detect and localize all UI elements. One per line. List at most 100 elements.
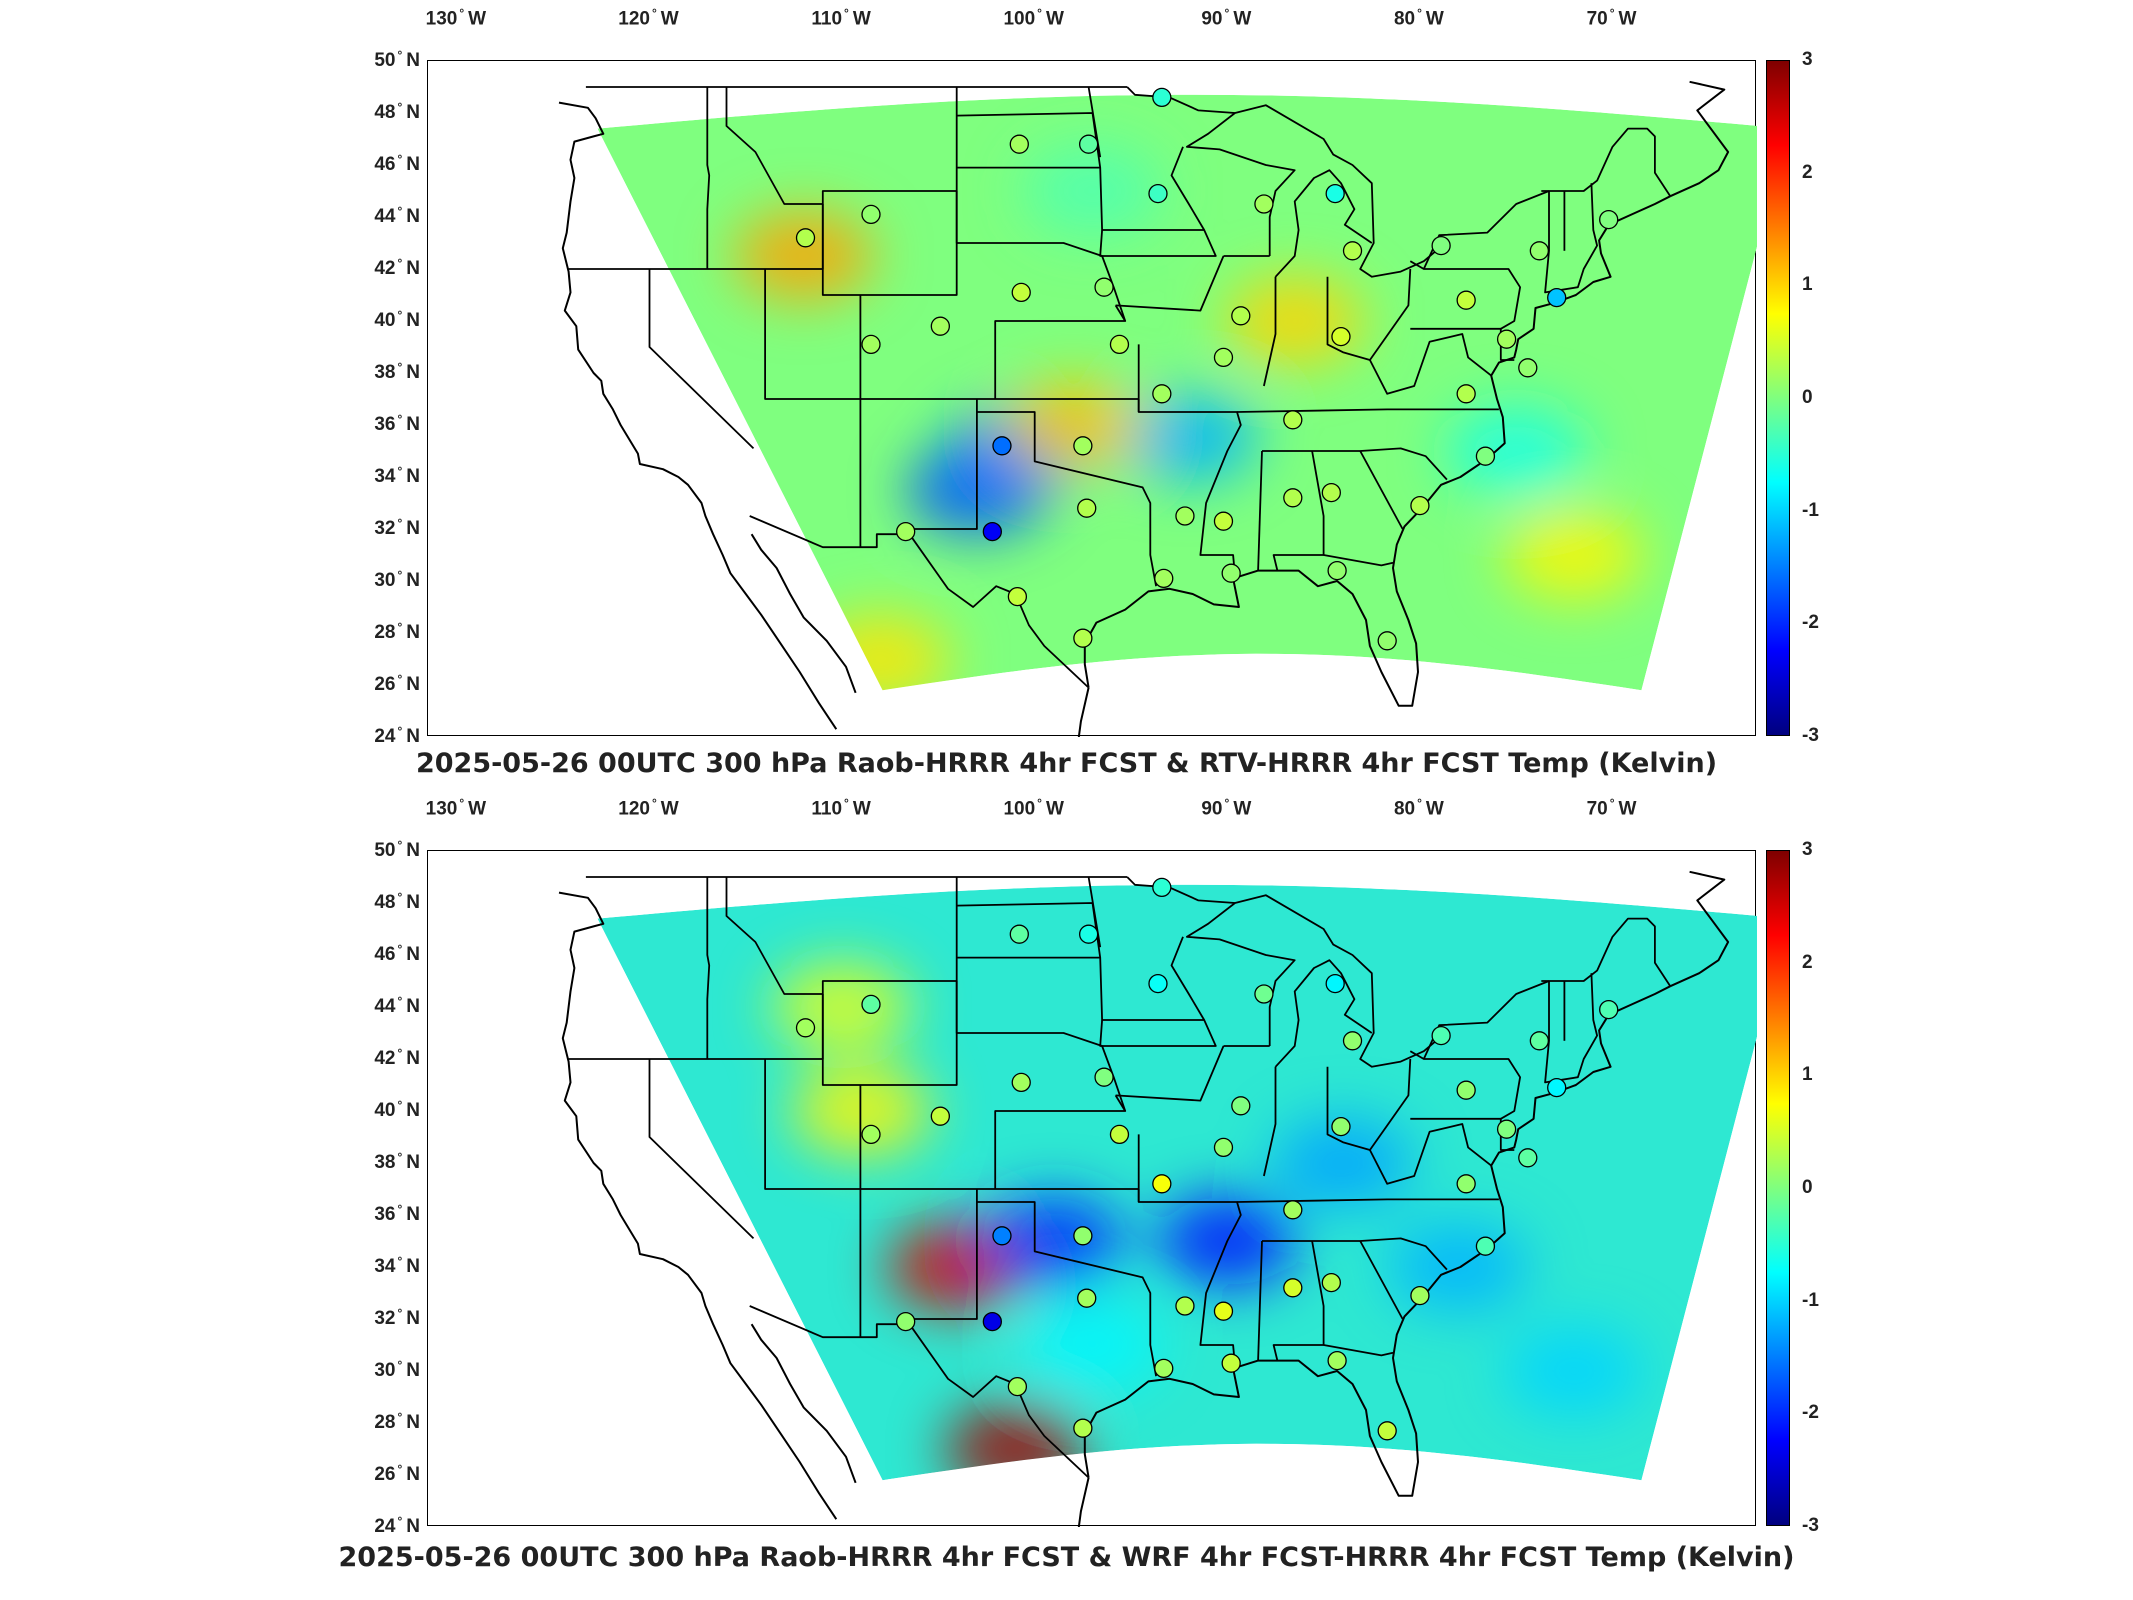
field-anomaly <box>945 1404 1086 1481</box>
raob-station-marker <box>1496 1119 1517 1139</box>
latitude-tick-label: 24 ° N <box>374 1513 420 1538</box>
field-anomaly <box>1504 510 1645 600</box>
raob-station-marker <box>1342 241 1363 261</box>
state-border <box>1137 1189 1242 1366</box>
raob-station-marker <box>1456 1080 1476 1100</box>
field-anomaly <box>983 1196 1124 1286</box>
longitude-tick-label: 120 ° W <box>618 6 679 30</box>
raob-station-marker <box>1109 334 1130 355</box>
state-border <box>955 981 1127 1189</box>
state-border <box>1541 917 1672 987</box>
raob-station-marker <box>1327 1350 1347 1371</box>
coastline <box>1669 870 1730 988</box>
state-border <box>1541 127 1672 197</box>
colorbar <box>1766 60 1790 736</box>
raob-station-marker <box>1283 1200 1303 1220</box>
raob-station-marker <box>1231 1096 1251 1116</box>
raob-station-marker <box>1547 1077 1567 1098</box>
raob-station-marker <box>1327 560 1347 581</box>
state-border <box>1234 104 1440 278</box>
state-border <box>725 87 823 205</box>
state-border <box>976 1201 1157 1377</box>
raob-station-marker <box>1377 1421 1397 1441</box>
bottom-panel: 2025-05-26 00UTC 300 hPa Raob-HRRR 4hr F… <box>0 790 2133 1600</box>
raob-station-marker <box>1213 1137 1234 1158</box>
raob-station-marker <box>1321 482 1341 503</box>
map-plot-area <box>427 850 1757 1527</box>
colorbar-tick-label: 3 <box>1802 839 1813 860</box>
raob-station-marker <box>1152 1174 1172 1194</box>
latitude-tick-label: 42 ° N <box>374 1045 420 1070</box>
longitude-tick-label: 130 ° W <box>425 6 487 30</box>
field-anomaly <box>1446 406 1587 496</box>
state-border <box>1137 399 1242 576</box>
raob-station-marker <box>1231 306 1251 326</box>
coastline <box>558 891 838 1520</box>
latitude-tick-label: 50 ° N <box>374 47 420 72</box>
latitude-tick-label: 40 ° N <box>374 307 420 332</box>
raob-station-marker <box>1094 277 1114 297</box>
raob-station-marker <box>1456 290 1476 310</box>
raob-station-marker <box>1599 209 1619 230</box>
map-svg <box>558 870 1757 1527</box>
state-border <box>1323 554 1394 567</box>
raob-station-marker <box>1154 1358 1174 1379</box>
raob-station-marker <box>1456 384 1476 404</box>
raob-station-marker <box>1077 498 1097 518</box>
longitude-tick-label: 80 ° W <box>1393 6 1444 30</box>
raob-station-marker <box>1410 1285 1430 1306</box>
raob-station-marker <box>1213 511 1234 531</box>
longitude-tick-label: 70 ° W <box>1586 6 1637 30</box>
raob-station-marker <box>861 994 881 1015</box>
raob-station-marker <box>1529 1031 1550 1051</box>
raob-station-marker <box>1331 326 1351 347</box>
state-border <box>1087 86 1102 158</box>
state-border <box>1099 936 1217 1047</box>
state-border <box>908 533 1090 689</box>
raob-station-marker <box>861 204 881 225</box>
coastline <box>1669 80 1730 198</box>
state-border <box>706 87 711 269</box>
colorbar-tick-label: -3 <box>1802 725 1819 746</box>
colorbar-tick-label: 1 <box>1802 1064 1813 1086</box>
raob-station-marker <box>1283 488 1303 508</box>
longitude-tick-label: 90 ° W <box>1201 796 1252 820</box>
state-border <box>1257 450 1263 571</box>
coastline <box>750 533 857 694</box>
longitude-tick-label: 100 ° W <box>1003 796 1064 820</box>
field-anomaly <box>1224 276 1365 366</box>
state-border <box>956 956 1205 1021</box>
field-anomaly <box>791 1066 932 1156</box>
field-anomaly <box>1003 380 1144 470</box>
longitude-tick-label: 120 ° W <box>618 796 679 820</box>
raob-station-marker <box>1221 1353 1241 1373</box>
state-border <box>1323 1344 1394 1357</box>
latitude-tick-label: 28 ° N <box>374 1409 420 1434</box>
longitude-tick-label: 130 ° W <box>425 796 487 820</box>
field-anomaly <box>1022 1300 1163 1390</box>
colorbar-tick-label: -1 <box>1802 499 1819 521</box>
raob-station-marker <box>1154 568 1174 589</box>
raob-station-marker <box>1547 287 1567 308</box>
field-anomaly <box>1504 1326 1645 1416</box>
state-border <box>1274 959 1373 1068</box>
raob-station-marker <box>1011 1072 1031 1093</box>
colorbar-tick-label: -1 <box>1802 1289 1819 1311</box>
raob-station-marker <box>1152 87 1172 108</box>
colorbar-tick-label: 1 <box>1802 274 1813 296</box>
latitude-tick-label: 46 ° N <box>374 151 420 176</box>
latitude-tick-label: 42 ° N <box>374 255 420 280</box>
latitude-tick-label: 26 ° N <box>374 671 420 696</box>
raob-station-marker <box>1377 631 1397 651</box>
raob-station-marker <box>1077 1288 1097 1308</box>
state-border <box>1409 260 1521 330</box>
latitude-tick-label: 34 ° N <box>374 1253 420 1278</box>
latitude-tick-label: 24 ° N <box>374 723 420 748</box>
raob-station-marker <box>1073 1226 1093 1246</box>
colorbar-tick-label: -3 <box>1802 1515 1819 1536</box>
raob-station-marker <box>1431 235 1451 256</box>
latitude-tick-label: 32 ° N <box>374 515 420 540</box>
latitude-tick-label: 26 ° N <box>374 1461 420 1486</box>
state-border <box>1099 146 1217 257</box>
